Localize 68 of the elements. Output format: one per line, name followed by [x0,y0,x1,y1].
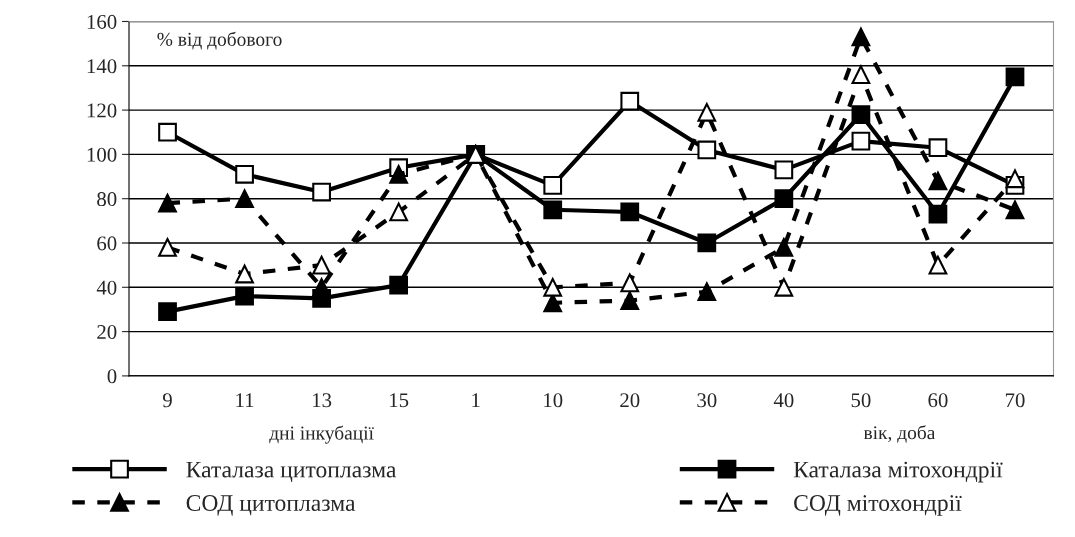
point [774,160,794,180]
text: дні інкубації [269,425,374,444]
point [1005,200,1025,220]
y-tick-label: 140 [87,59,117,74]
x-tick-label: 10 [544,393,563,408]
point [1005,67,1025,87]
legend-label: СОД цитоплазма [186,495,356,516]
point [851,65,871,85]
point [774,238,794,257]
point [697,102,717,122]
legend-label: Каталаза мітохондрії [793,461,1003,483]
x-tick-label: 11 [236,393,254,408]
point [851,105,871,124]
x-tick-label: 30 [697,393,717,408]
point [543,200,563,220]
point [928,171,948,191]
point [697,233,717,253]
point [851,131,871,151]
point [235,286,254,306]
point [235,189,254,209]
x-tick-label: 1 [472,393,480,408]
point [774,277,794,297]
point [312,255,331,275]
point [928,204,948,224]
x-tick-label: 9 [162,393,172,408]
point [774,189,794,209]
x-tick-label: 70 [1005,393,1025,408]
point [312,182,331,202]
point [697,282,717,302]
point [235,264,254,284]
point [697,140,717,160]
point [158,122,177,142]
point [620,291,640,310]
point [389,164,409,184]
point [389,275,409,295]
legend-label: СОД мітохондрії [794,495,962,516]
y-tick-label: 120 [87,103,117,118]
point [928,255,948,275]
point [543,176,563,195]
point [312,277,331,297]
point [389,202,409,222]
x-tick-label: 60 [928,393,948,408]
point [158,302,177,322]
point [543,277,563,297]
annotation: % від добового [157,31,282,50]
x-tick-label: 50 [851,393,871,408]
point [1005,169,1025,189]
point [620,91,640,111]
y-tick-label: 40 [96,280,117,295]
x-tick-label: 20 [620,393,640,408]
y-tick-label: 160 [87,14,117,29]
y-tick-label: 0 [107,369,117,384]
y-tick-label: 60 [97,236,117,251]
point [235,164,254,184]
text: вік, доба [863,425,936,443]
point [928,138,948,158]
x-tick-label: 13 [313,393,332,408]
point [851,27,871,47]
point [158,193,177,213]
x-tick-label: 15 [390,393,409,408]
point [620,273,640,293]
legend-label: Каталаза цитоплазма [186,461,397,482]
y-tick-label: 100 [87,147,117,162]
point [620,202,640,222]
y-tick-label: 80 [97,192,117,207]
x-tick-label: 40 [773,393,794,408]
point [158,238,177,257]
y-tick-label: 20 [97,324,117,340]
